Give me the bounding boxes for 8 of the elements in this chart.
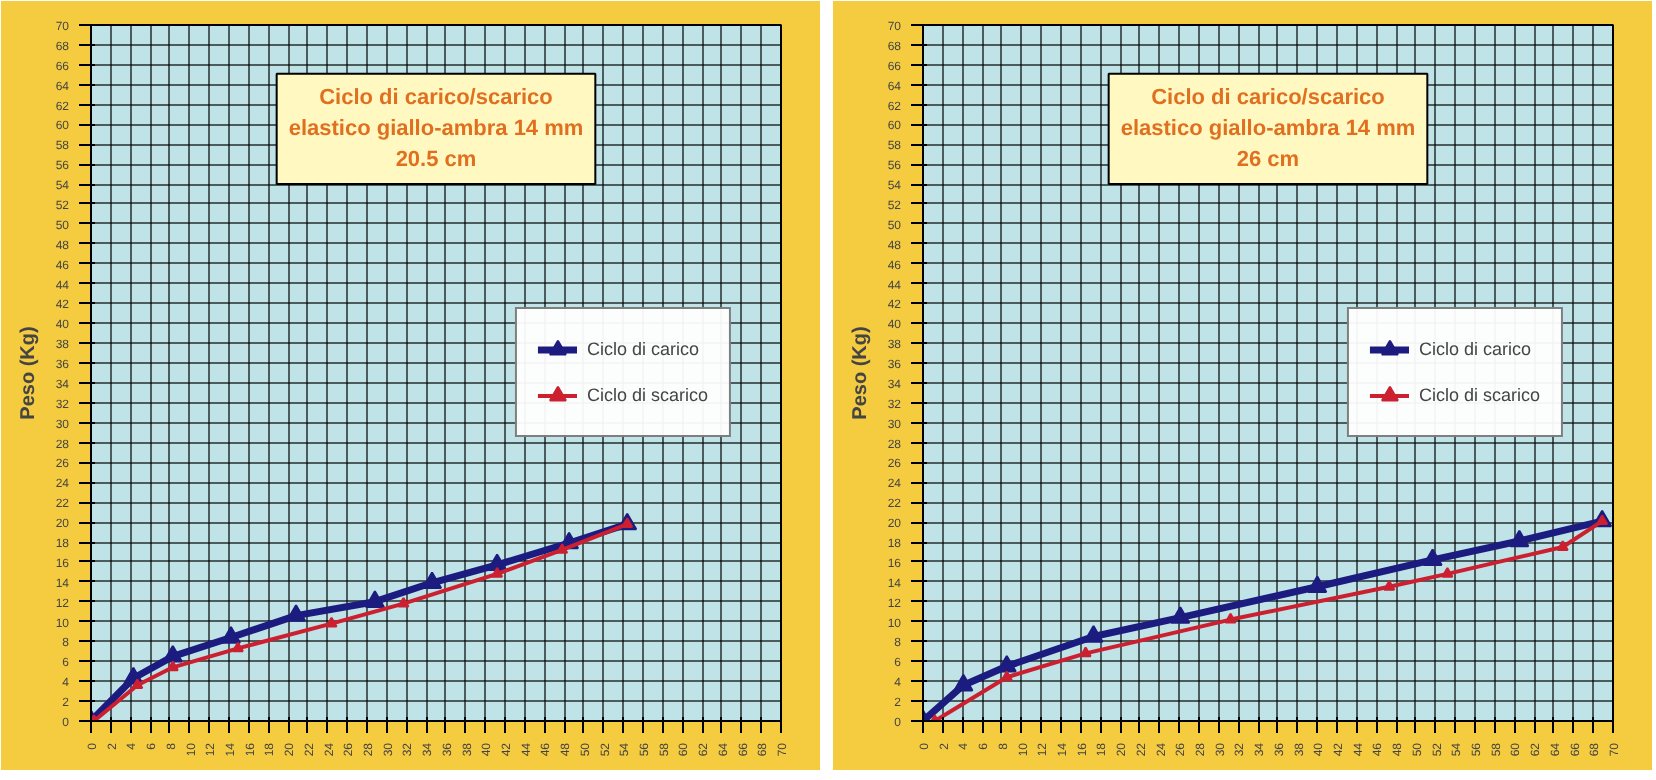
legend-label: Ciclo di carico — [586, 339, 699, 359]
y-axis-title: Peso (Kg) — [17, 326, 40, 420]
text: Ciclo di carico/scarico elastico giallo-ambra 14 mm 20.5 cm — [288, 85, 584, 173]
y-axis-title: Peso (Kg) — [849, 326, 872, 420]
legend-label: Ciclo di scarico — [1418, 385, 1540, 405]
text: Ciclo di carico/scarico elastico giallo-ambra 14 mm 26 cm — [1120, 85, 1416, 173]
legend-label: Ciclo di scarico — [586, 385, 708, 405]
legend-label: Ciclo di carico — [1418, 339, 1531, 359]
